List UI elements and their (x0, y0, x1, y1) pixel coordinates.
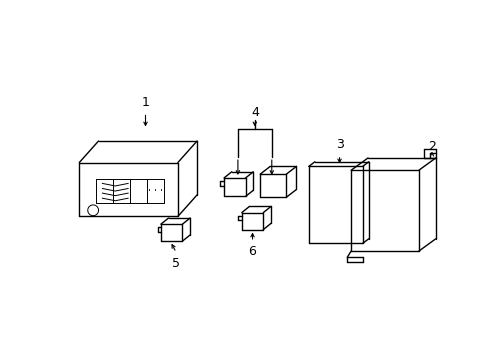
Text: 3: 3 (335, 138, 343, 151)
Text: 5: 5 (172, 257, 180, 270)
Text: 6: 6 (248, 245, 256, 258)
Text: 4: 4 (250, 105, 258, 119)
Text: 2: 2 (427, 140, 435, 153)
Text: 1: 1 (142, 96, 149, 109)
